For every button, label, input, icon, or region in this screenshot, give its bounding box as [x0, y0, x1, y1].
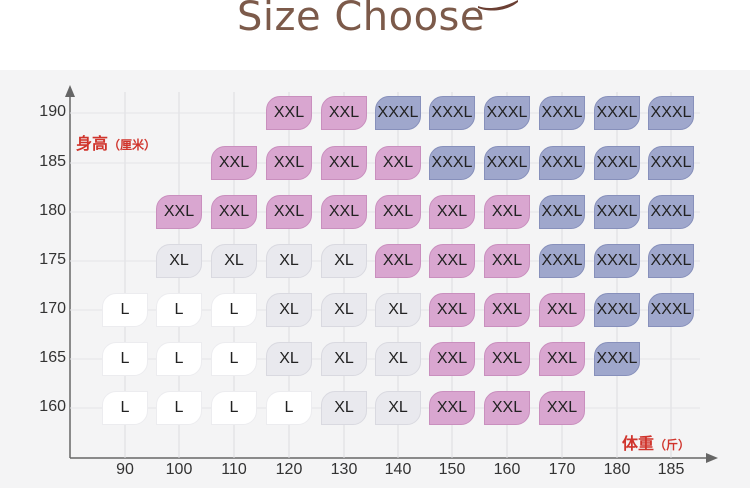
size-cell: XXL — [484, 293, 530, 327]
size-cell: XXL — [539, 342, 585, 376]
size-cell: XXL — [375, 244, 421, 278]
size-cell: XXXL — [539, 195, 585, 229]
size-cell: XXXL — [594, 244, 640, 278]
size-cell: L — [156, 293, 202, 327]
size-cell: XXXL — [539, 244, 585, 278]
size-cell: L — [211, 391, 257, 425]
size-cell: XL — [156, 244, 202, 278]
size-cell: XXL — [156, 195, 202, 229]
y-tick-label: 165 — [39, 349, 66, 366]
size-cell: XL — [266, 244, 312, 278]
y-axis-label: 身高（厘米） — [76, 130, 156, 154]
x-tick-label: 180 — [603, 461, 631, 478]
size-cell: XXL — [211, 146, 257, 180]
size-cell: XL — [321, 293, 367, 327]
y-tick-label: 170 — [39, 300, 66, 317]
size-cell: XL — [211, 244, 257, 278]
size-cell: XXXL — [539, 146, 585, 180]
size-cell: XXL — [484, 391, 530, 425]
x-tick-label: 160 — [493, 461, 521, 478]
size-cell: XXL — [321, 195, 367, 229]
x-tick-label: 170 — [548, 461, 576, 478]
size-cell: XXXL — [594, 146, 640, 180]
size-cell: XXL — [484, 244, 530, 278]
size-cell: XXXL — [594, 342, 640, 376]
size-cell: XXXL — [648, 244, 694, 278]
size-cell: XXXL — [484, 146, 530, 180]
x-tick-label: 110 — [221, 461, 247, 478]
swoosh-decoration — [478, 0, 518, 11]
size-cell: XXL — [266, 195, 312, 229]
size-cell: XXL — [321, 146, 367, 180]
size-cell: XXXL — [594, 293, 640, 327]
y-axis-unit: （厘米） — [108, 138, 157, 152]
size-cell: L — [266, 391, 312, 425]
size-cell: L — [211, 293, 257, 327]
size-cell: XXXL — [484, 96, 530, 130]
y-axis-arrow — [65, 85, 75, 97]
size-cell: L — [102, 293, 148, 327]
size-cell: XXL — [429, 391, 475, 425]
size-cell: XXXL — [648, 96, 694, 130]
size-cell: XXXL — [648, 146, 694, 180]
size-cell: XXXL — [429, 146, 475, 180]
page-title: Size Choose — [237, 0, 485, 40]
size-cell: XL — [321, 391, 367, 425]
size-cell: XXL — [266, 96, 312, 130]
size-cell: XXL — [375, 146, 421, 180]
size-cell: L — [211, 342, 257, 376]
size-cell: L — [102, 391, 148, 425]
size-cell: XXL — [429, 293, 475, 327]
size-cell: XXL — [539, 293, 585, 327]
size-cell: XL — [266, 342, 312, 376]
size-cell: XXXL — [594, 195, 640, 229]
y-tick-label: 190 — [39, 103, 66, 120]
x-axis-label: 体重（斤） — [622, 430, 690, 454]
size-cell: XL — [321, 244, 367, 278]
x-axis-label-text: 体重 — [622, 436, 655, 453]
x-tick-label: 90 — [116, 461, 134, 478]
size-cell: XXL — [484, 195, 530, 229]
y-tick-label: 185 — [39, 153, 66, 170]
y-tick-label: 160 — [39, 398, 66, 415]
x-axis-unit: （斤） — [654, 438, 691, 452]
y-axis-label-text: 身高 — [76, 136, 109, 153]
size-cell: XL — [266, 293, 312, 327]
y-tick-label: 180 — [39, 202, 66, 219]
size-cell: XXXL — [429, 96, 475, 130]
x-tick-label: 100 — [165, 461, 193, 478]
size-cell: XXL — [429, 244, 475, 278]
size-cell: L — [156, 342, 202, 376]
x-tick-label: 140 — [384, 461, 412, 478]
x-tick-label: 130 — [330, 461, 358, 478]
size-cell: XXL — [211, 195, 257, 229]
x-tick-label: 150 — [438, 461, 466, 478]
size-cell: XXL — [539, 391, 585, 425]
size-cell: XXL — [484, 342, 530, 376]
size-cell: XXL — [266, 146, 312, 180]
size-cell: XXXL — [648, 293, 694, 327]
x-tick-label: 185 — [657, 461, 685, 478]
size-cell: XL — [321, 342, 367, 376]
size-cell: XXXL — [648, 195, 694, 229]
size-cell: L — [102, 342, 148, 376]
size-cell: XXL — [375, 195, 421, 229]
size-cell: XXL — [321, 96, 367, 130]
size-cell: XXL — [429, 195, 475, 229]
size-cell: XL — [375, 342, 421, 376]
size-cell: XXXL — [375, 96, 421, 130]
size-cell: XL — [375, 391, 421, 425]
size-cell: XXL — [429, 342, 475, 376]
size-cell: XXXL — [594, 96, 640, 130]
size-cell: XXXL — [539, 96, 585, 130]
size-cell: L — [156, 391, 202, 425]
y-tick-label: 175 — [39, 251, 66, 268]
x-axis-arrow — [706, 453, 718, 463]
x-tick-label: 120 — [275, 461, 303, 478]
size-cell: XL — [375, 293, 421, 327]
